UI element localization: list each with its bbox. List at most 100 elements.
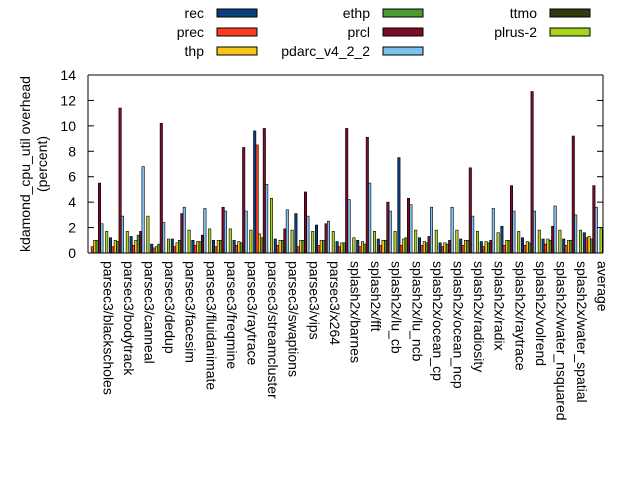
bar bbox=[193, 245, 197, 254]
bar bbox=[525, 241, 529, 254]
bar bbox=[486, 242, 490, 254]
bar bbox=[262, 128, 266, 254]
x-tick-label: parsec3/streamcluster bbox=[265, 261, 281, 399]
bar bbox=[155, 246, 159, 254]
chart-legend: rec prec thp ethp prcl pdarc_v4_2_2 ttmo plrus-… bbox=[177, 5, 591, 59]
bar bbox=[363, 243, 367, 254]
legend-label: plrus-2 bbox=[494, 24, 537, 40]
bar bbox=[440, 246, 444, 254]
bar bbox=[157, 243, 161, 254]
legend-swatch bbox=[382, 46, 424, 56]
bar bbox=[237, 241, 241, 254]
x-tick-label: parsec3/facesim bbox=[183, 261, 199, 363]
bar bbox=[296, 246, 300, 254]
bar bbox=[290, 229, 294, 254]
bar bbox=[553, 205, 557, 254]
bar bbox=[121, 215, 125, 254]
bar bbox=[159, 123, 163, 254]
legend-swatch bbox=[382, 27, 424, 37]
bar bbox=[509, 185, 513, 254]
bar bbox=[317, 245, 321, 254]
bar bbox=[505, 239, 509, 254]
x-tick-label: splash2x/ocean_ncp bbox=[451, 261, 467, 389]
bar bbox=[352, 237, 356, 254]
bar bbox=[594, 206, 598, 254]
bar bbox=[342, 242, 346, 254]
bar bbox=[141, 166, 145, 254]
bar bbox=[404, 237, 408, 254]
bar bbox=[475, 231, 479, 254]
x-tick-label: parsec3/freqmine bbox=[224, 261, 240, 369]
bar bbox=[113, 239, 117, 254]
bar bbox=[129, 236, 133, 254]
x-tick-label: splash2x/radix bbox=[492, 261, 508, 351]
x-axis-tick-labels: parsec3/blackscholes parsec3/bodytrack par… bbox=[100, 261, 610, 421]
bar bbox=[500, 226, 504, 254]
bar bbox=[173, 246, 177, 254]
bar bbox=[427, 236, 431, 254]
bar bbox=[383, 239, 387, 254]
x-tick-label: splash2x/lu_cb bbox=[389, 261, 405, 354]
bar bbox=[203, 208, 207, 254]
bar bbox=[541, 238, 545, 254]
bar bbox=[178, 239, 182, 254]
bar bbox=[98, 182, 102, 254]
bar bbox=[548, 239, 552, 254]
bar bbox=[471, 215, 475, 254]
bar bbox=[265, 184, 269, 254]
bar bbox=[301, 239, 305, 254]
x-tick-label: parsec3/blackscholes bbox=[100, 261, 116, 395]
bar bbox=[368, 182, 372, 254]
bar bbox=[528, 242, 532, 254]
bar bbox=[95, 239, 99, 254]
legend-item: ethp bbox=[343, 5, 424, 21]
bar bbox=[116, 241, 120, 254]
bar bbox=[283, 228, 287, 254]
bar bbox=[443, 242, 447, 254]
x-tick-label: parsec3/x264 bbox=[327, 261, 343, 345]
bar bbox=[450, 206, 454, 254]
bar bbox=[409, 204, 413, 254]
bar bbox=[360, 241, 364, 254]
x-tick-label: parsec3/raytrace bbox=[245, 261, 261, 365]
bar bbox=[523, 245, 527, 254]
bar bbox=[562, 238, 566, 254]
y-axis-label-line: (percent) bbox=[34, 136, 50, 192]
bar bbox=[340, 242, 344, 254]
bar bbox=[273, 238, 277, 254]
bar bbox=[422, 241, 426, 254]
legend-label: thp bbox=[185, 43, 205, 59]
bar bbox=[502, 245, 506, 254]
bar bbox=[468, 167, 472, 254]
bar bbox=[221, 206, 225, 254]
bar bbox=[311, 231, 315, 254]
bar bbox=[455, 229, 459, 254]
bar bbox=[276, 245, 280, 254]
bar bbox=[569, 239, 573, 254]
bar bbox=[180, 213, 184, 254]
x-tick-label: splash2x/ocean_cp bbox=[430, 261, 446, 381]
bar bbox=[90, 246, 94, 254]
y-tick-label: 8 bbox=[68, 143, 76, 159]
bar bbox=[212, 239, 216, 254]
bar bbox=[414, 229, 418, 254]
bar bbox=[517, 231, 521, 254]
legend-item: pdarc_v4_2_2 bbox=[281, 43, 424, 59]
bar bbox=[496, 232, 500, 254]
legend-item: prec bbox=[177, 24, 258, 40]
bar bbox=[93, 239, 97, 254]
bar bbox=[347, 199, 351, 254]
bar bbox=[109, 237, 113, 254]
bar bbox=[381, 239, 385, 254]
bar bbox=[399, 245, 403, 254]
y-tick-label: 12 bbox=[60, 92, 76, 108]
legend-swatch bbox=[549, 8, 591, 18]
legend-label: ethp bbox=[343, 5, 370, 21]
bar bbox=[537, 229, 541, 254]
bar bbox=[303, 191, 307, 254]
bar bbox=[530, 91, 534, 254]
bar bbox=[429, 206, 433, 254]
bar bbox=[182, 206, 186, 254]
x-tick-label: splash2x/lu_ncb bbox=[409, 261, 425, 362]
bar bbox=[466, 239, 470, 254]
